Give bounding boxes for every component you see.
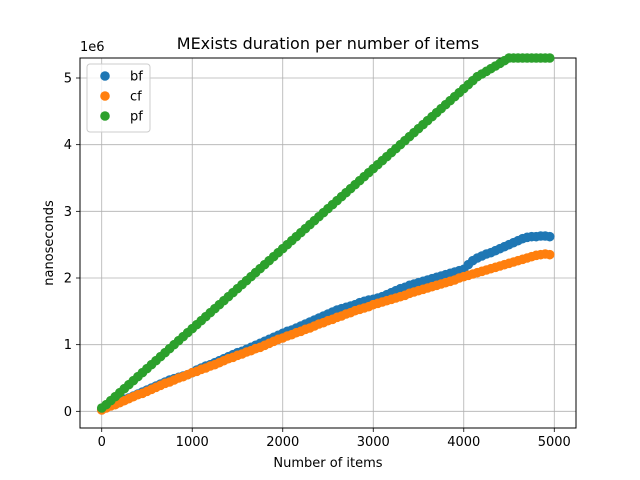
data-point-pf — [544, 53, 555, 63]
y-tick-label: 4 — [64, 138, 72, 153]
y-axis-label: nanoseconds — [42, 200, 57, 286]
x-tick-label: 5000 — [538, 435, 571, 450]
x-tick-label: 0 — [98, 435, 106, 450]
y-offset-label: 1e6 — [80, 40, 105, 55]
chart-title: MExists duration per number of items — [177, 34, 479, 53]
legend-label-pf: pf — [130, 110, 143, 125]
legend-label-cf: cf — [130, 90, 142, 105]
y-tick-label: 1 — [64, 338, 72, 353]
data-point-bf — [544, 231, 555, 242]
x-tick-label: 1000 — [176, 435, 209, 450]
y-tick-label: 3 — [64, 205, 72, 220]
legend-label-bf: bf — [130, 70, 143, 85]
y-tick-label: 2 — [64, 272, 72, 287]
series-cf — [96, 249, 555, 415]
legend-marker-bf — [100, 71, 110, 81]
series-pf — [96, 53, 555, 413]
axis-ticks: 0 1000 2000 3000 4000 5000 0 1 2 3 4 5 — [64, 72, 571, 451]
legend: bf cf pf — [86, 63, 151, 133]
legend-marker-pf — [100, 111, 110, 121]
x-tick-label: 2000 — [266, 435, 299, 450]
data-series — [96, 53, 555, 415]
x-tick-label: 4000 — [447, 435, 480, 450]
legend-marker-cf — [100, 91, 110, 101]
y-tick-label: 5 — [64, 72, 72, 87]
y-tick-label: 0 — [64, 405, 72, 420]
plot-area — [79, 57, 577, 429]
data-point-cf — [544, 249, 555, 260]
x-axis-label: Number of items — [273, 456, 382, 471]
x-tick-label: 3000 — [357, 435, 390, 450]
